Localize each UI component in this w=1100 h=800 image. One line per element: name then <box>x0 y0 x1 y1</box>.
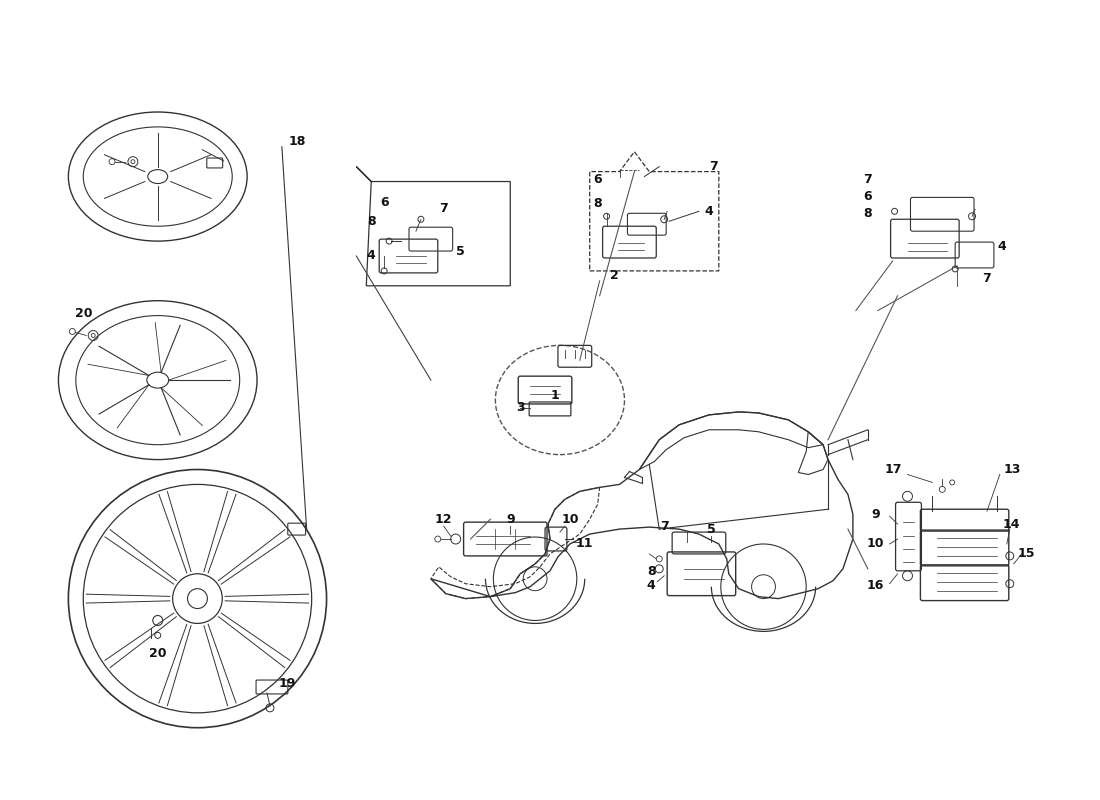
Text: 9: 9 <box>506 513 515 526</box>
Text: 7: 7 <box>864 173 872 186</box>
Text: 5: 5 <box>706 522 715 535</box>
Text: 17: 17 <box>884 463 902 476</box>
Text: 1: 1 <box>551 389 559 402</box>
Text: 6: 6 <box>593 173 602 186</box>
Text: 19: 19 <box>278 677 296 690</box>
Text: 6: 6 <box>379 196 388 209</box>
Text: 10: 10 <box>867 538 884 550</box>
Text: 13: 13 <box>1003 463 1021 476</box>
Text: 4: 4 <box>704 205 713 218</box>
Text: 16: 16 <box>867 579 884 592</box>
Text: 2: 2 <box>610 270 619 282</box>
Text: 4: 4 <box>647 579 656 592</box>
Text: 10: 10 <box>561 513 579 526</box>
Text: 5: 5 <box>456 245 465 258</box>
Text: 8: 8 <box>647 566 656 578</box>
Text: 8: 8 <box>864 207 872 220</box>
Text: 18: 18 <box>288 135 306 148</box>
Text: 4: 4 <box>367 249 375 262</box>
Text: 14: 14 <box>1003 518 1021 530</box>
Text: 7: 7 <box>660 520 669 533</box>
Text: 7: 7 <box>439 202 448 215</box>
Text: 9: 9 <box>871 508 880 521</box>
Text: 7: 7 <box>982 272 991 286</box>
Text: 15: 15 <box>1018 547 1035 561</box>
Text: 4: 4 <box>998 239 1006 253</box>
Text: 3: 3 <box>516 402 525 414</box>
Text: 12: 12 <box>434 513 452 526</box>
Text: 11: 11 <box>576 538 594 550</box>
Text: 6: 6 <box>864 190 872 203</box>
Text: 7: 7 <box>710 160 718 173</box>
Text: 8: 8 <box>367 214 375 228</box>
Text: 8: 8 <box>593 197 602 210</box>
Text: 20: 20 <box>148 646 166 660</box>
Text: 20: 20 <box>75 307 92 320</box>
